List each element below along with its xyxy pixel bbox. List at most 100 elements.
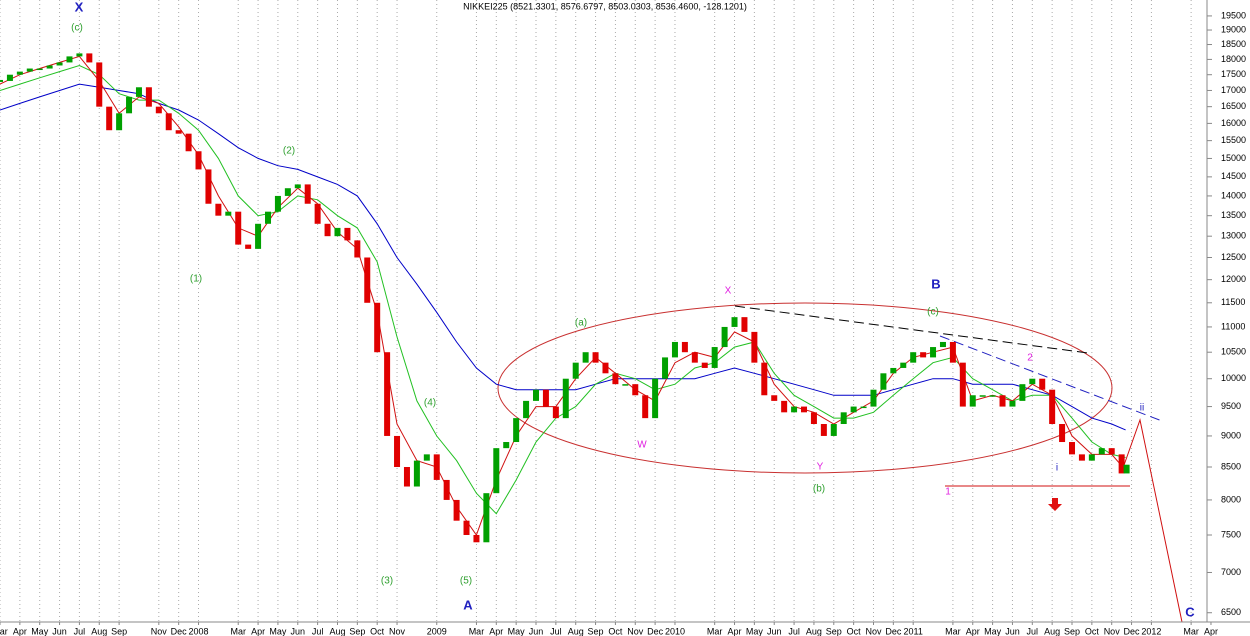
x-tick-label: Jun — [767, 626, 782, 636]
candle — [126, 96, 133, 114]
y-tick-label: 7500 — [1221, 529, 1241, 539]
wave-label: A — [463, 597, 473, 612]
candle — [6, 74, 13, 81]
x-tick-label: 2010 — [665, 626, 685, 636]
candle — [681, 341, 688, 353]
down-arrow — [1048, 498, 1062, 511]
x-tick-label: 2008 — [189, 626, 209, 636]
chart-title: NIKKEI225 (8521.3301, 8576.6797, 8503.03… — [463, 1, 747, 11]
candle — [56, 62, 63, 66]
y-tick-label: 7000 — [1221, 567, 1241, 577]
candle — [840, 412, 847, 425]
x-tick-label: Mar — [945, 626, 961, 636]
candle — [979, 395, 986, 397]
y-tick-label: 18500 — [1221, 39, 1246, 49]
candle — [711, 347, 718, 368]
candle — [691, 352, 698, 363]
candle — [463, 520, 470, 535]
x-tick-label: Oct — [847, 626, 862, 636]
candle — [850, 406, 857, 413]
candle — [26, 68, 33, 72]
candle — [503, 442, 510, 449]
wave-label: 2 — [1027, 353, 1033, 364]
wave-label: X — [75, 0, 84, 14]
x-tick-label: Oct — [370, 626, 385, 636]
y-tick-label: 11000 — [1221, 321, 1245, 331]
candle — [830, 424, 837, 436]
x-tick-label: 2011 — [904, 626, 923, 636]
candle — [46, 65, 53, 69]
y-tick-label: 14500 — [1221, 171, 1246, 181]
candle — [1069, 442, 1076, 455]
candle — [781, 400, 788, 413]
candle — [900, 362, 907, 368]
candle — [999, 395, 1006, 407]
candle — [920, 352, 927, 358]
y-tick-label: 16000 — [1221, 118, 1246, 128]
candle — [1009, 400, 1016, 407]
x-tick-label: Sep — [826, 626, 842, 636]
wave-label: X — [725, 286, 732, 297]
y-tick-label: 11500 — [1221, 297, 1245, 307]
wave-label: (1) — [190, 274, 202, 285]
x-tick-label: Mar — [0, 626, 8, 636]
candle — [949, 341, 956, 363]
x-tick-label: 2009 — [427, 626, 447, 636]
y-tick-label: 6500 — [1221, 607, 1241, 617]
candle — [493, 448, 500, 494]
x-tick-label: Jul — [74, 626, 86, 636]
candle — [195, 151, 202, 170]
candle — [939, 341, 946, 348]
x-tick-label: May — [984, 626, 1002, 636]
x-tick-label: Sep — [588, 626, 604, 636]
candle — [116, 113, 123, 131]
candle — [1078, 454, 1085, 461]
candle — [533, 389, 540, 401]
candle — [542, 389, 549, 407]
candle — [433, 454, 440, 480]
candle — [523, 400, 530, 419]
drawings — [497, 302, 1183, 623]
candle — [602, 362, 609, 374]
candle — [959, 362, 966, 407]
wave-label: (c) — [71, 23, 83, 34]
wave-label: 1 — [945, 487, 951, 498]
x-tick-label: Nov — [865, 626, 882, 636]
candle — [403, 466, 410, 487]
wave-label: (c) — [927, 307, 939, 318]
candle — [265, 211, 272, 224]
candle — [1098, 448, 1105, 455]
x-tick-label: Apr — [13, 626, 27, 636]
x-tick-label: Apr — [251, 626, 265, 636]
x-tick-label: Jul — [312, 626, 324, 636]
candle — [741, 317, 748, 332]
candle — [16, 71, 23, 75]
x-tick-label: Dec — [171, 626, 188, 636]
candle — [66, 56, 73, 63]
x-tick-label: May — [746, 626, 764, 636]
candle — [671, 341, 678, 358]
x-tick-label: Oct — [1085, 626, 1100, 636]
candle — [989, 395, 996, 397]
y-tick-label: 13500 — [1221, 210, 1246, 220]
candle — [284, 188, 291, 196]
x-tick-label: Nov — [627, 626, 644, 636]
candle — [274, 195, 281, 212]
y-tick-label: 14000 — [1221, 190, 1246, 200]
wave-label: B — [931, 276, 940, 291]
candle — [562, 378, 569, 419]
x-tick-label: Oct — [608, 626, 623, 636]
candle — [572, 362, 579, 379]
candle — [36, 68, 43, 71]
candle — [394, 435, 401, 467]
x-tick-label: May — [508, 626, 526, 636]
wave-label: (2) — [283, 146, 295, 157]
x-tick-label: Aug — [568, 626, 584, 636]
candle — [870, 389, 877, 407]
candle — [860, 406, 867, 409]
candle — [155, 106, 162, 114]
candle — [761, 362, 768, 396]
projection-line — [1122, 418, 1183, 623]
candle — [145, 87, 152, 107]
